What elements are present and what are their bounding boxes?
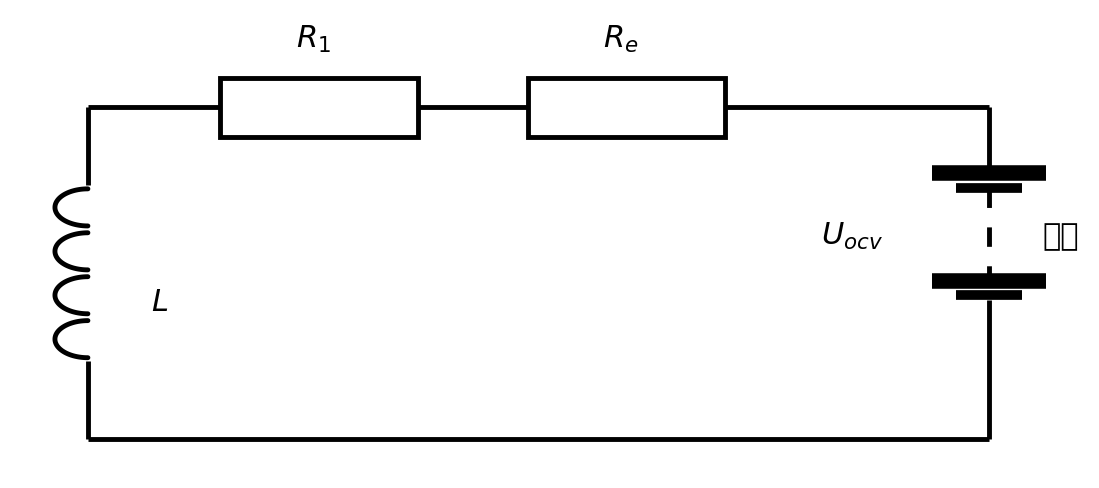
Text: $L$: $L$ xyxy=(151,287,168,318)
Bar xyxy=(220,78,418,137)
Text: $R_e$: $R_e$ xyxy=(603,23,639,55)
Text: $U_{ocv}$: $U_{ocv}$ xyxy=(821,221,882,252)
Text: 电池: 电池 xyxy=(1042,222,1079,251)
Bar xyxy=(528,78,725,137)
Text: $R_1$: $R_1$ xyxy=(296,23,331,55)
